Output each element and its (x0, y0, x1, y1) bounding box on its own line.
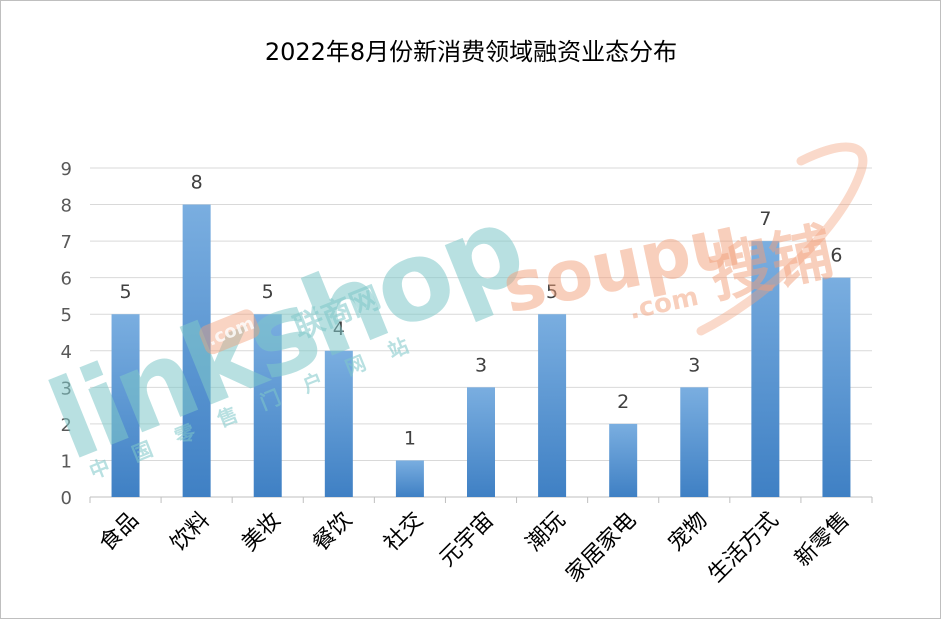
soupu-swoosh-watermark (696, 142, 868, 336)
svg-text:linkshop: linkshop (33, 182, 538, 485)
linkshop-watermark: linkshop (33, 182, 538, 485)
x-tick-label: 餐饮 (308, 508, 357, 557)
data-label: 1 (404, 427, 416, 449)
bar (822, 277, 851, 497)
y-tick-label: 7 (61, 232, 72, 253)
y-tick-label: 0 (61, 488, 72, 509)
gridlines (89, 167, 873, 503)
bar (680, 387, 709, 497)
y-tick-label: 3 (61, 378, 72, 399)
data-label: 5 (119, 281, 131, 303)
data-labels: 5 8 5 4 1 3 5 2 3 7 6 (119, 172, 842, 450)
data-label: 8 (191, 172, 203, 194)
bar (609, 423, 638, 497)
bar (395, 460, 424, 497)
data-label: 5 (262, 281, 274, 303)
bar (182, 204, 211, 498)
bar (111, 314, 140, 497)
data-label: 4 (333, 318, 345, 340)
y-tick-label: 9 (61, 159, 72, 180)
y-axis: 0 1 2 3 4 5 6 7 8 9 (61, 159, 72, 509)
bar (324, 350, 353, 497)
y-tick-label: 2 (61, 415, 72, 436)
x-tick-label: 美妆 (237, 508, 286, 557)
data-label: 3 (688, 354, 700, 376)
bar (538, 314, 567, 497)
y-tick-label: 6 (61, 269, 72, 290)
x-tick-label: 家居家电 (562, 508, 642, 588)
x-tick-label: 潮玩 (522, 508, 571, 557)
x-tick-label: 社交 (379, 508, 428, 557)
bar (467, 387, 495, 497)
data-label: 5 (546, 281, 558, 303)
y-tick-label: 4 (61, 342, 72, 363)
bar (751, 241, 780, 497)
data-label: 6 (830, 245, 842, 267)
x-tick-label: 新零售 (790, 508, 854, 572)
x-tick-label: 生活方式 (704, 508, 784, 588)
bar (253, 314, 282, 497)
x-tick-label: 宠物 (664, 508, 713, 557)
y-tick-label: 5 (61, 305, 72, 326)
data-label: 3 (475, 354, 487, 376)
chart-title: 2022年8月份新消费领域融资业态分布 (265, 38, 677, 66)
y-tick-label: 8 (61, 196, 72, 217)
data-label: 7 (759, 208, 771, 230)
x-tick-label: 食品 (95, 508, 144, 557)
y-tick-label: 1 (61, 451, 72, 472)
x-tick-label: 饮料 (166, 508, 215, 557)
data-label: 2 (617, 391, 629, 413)
bars (111, 204, 851, 498)
x-tick-label: 元宇宙 (435, 508, 499, 572)
